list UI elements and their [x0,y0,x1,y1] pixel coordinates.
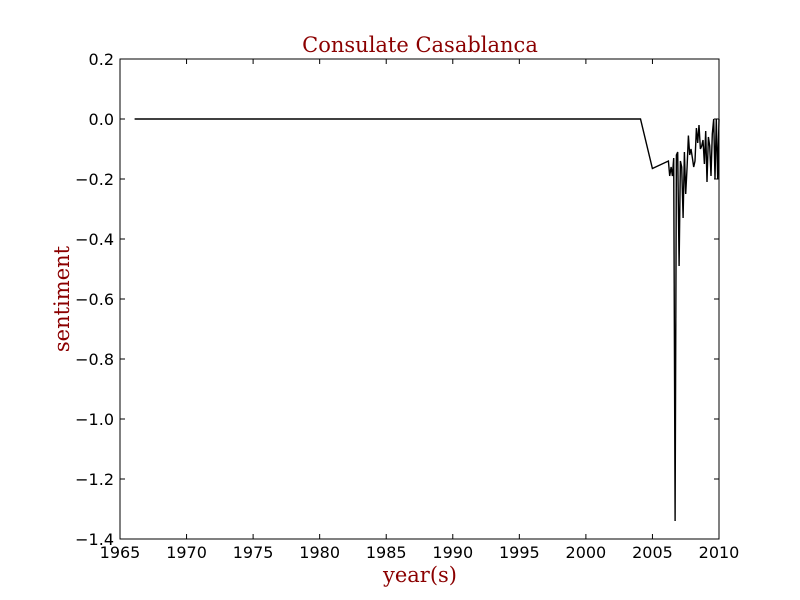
y-tick-label: 0.0 [89,110,114,129]
chart-title: Consulate Casablanca [302,33,538,57]
x-tick-label: 1970 [166,543,207,562]
y-tick-label: −1.2 [75,470,114,489]
x-tick-label: 1965 [100,543,141,562]
x-tick-label: 1995 [499,543,540,562]
y-tick-label: −1.4 [75,530,114,549]
plot-frame [119,58,720,540]
x-tick-label: 1975 [233,543,274,562]
series-line [134,118,720,522]
x-tick-label: 2005 [632,543,673,562]
y-tick-label: −0.8 [75,350,114,369]
y-tick-label: −0.6 [75,290,114,309]
y-tick-label: −0.4 [75,230,114,249]
x-tick-label: 1990 [432,543,473,562]
y-tick-label: −1.0 [75,410,114,429]
x-tick-label: 2000 [566,543,607,562]
x-tick-label: 1980 [299,543,340,562]
x-tick-label: 1985 [366,543,407,562]
y-axis-label: sentiment [50,245,74,352]
y-tick-label: 0.2 [89,50,114,69]
y-tick-label: −0.2 [75,170,114,189]
y-axis-ticks: 0.2 0.0 −0.2 −0.4 −0.6 −0.8 −1.0 −1.2 −1.4 [75,50,719,549]
x-tick-label: 2010 [699,543,740,562]
x-axis-ticks: 1965 1970 1975 1980 1985 1990 1995 2000 2005 2010 [100,59,740,562]
x-axis-label: year(s) [382,563,457,587]
